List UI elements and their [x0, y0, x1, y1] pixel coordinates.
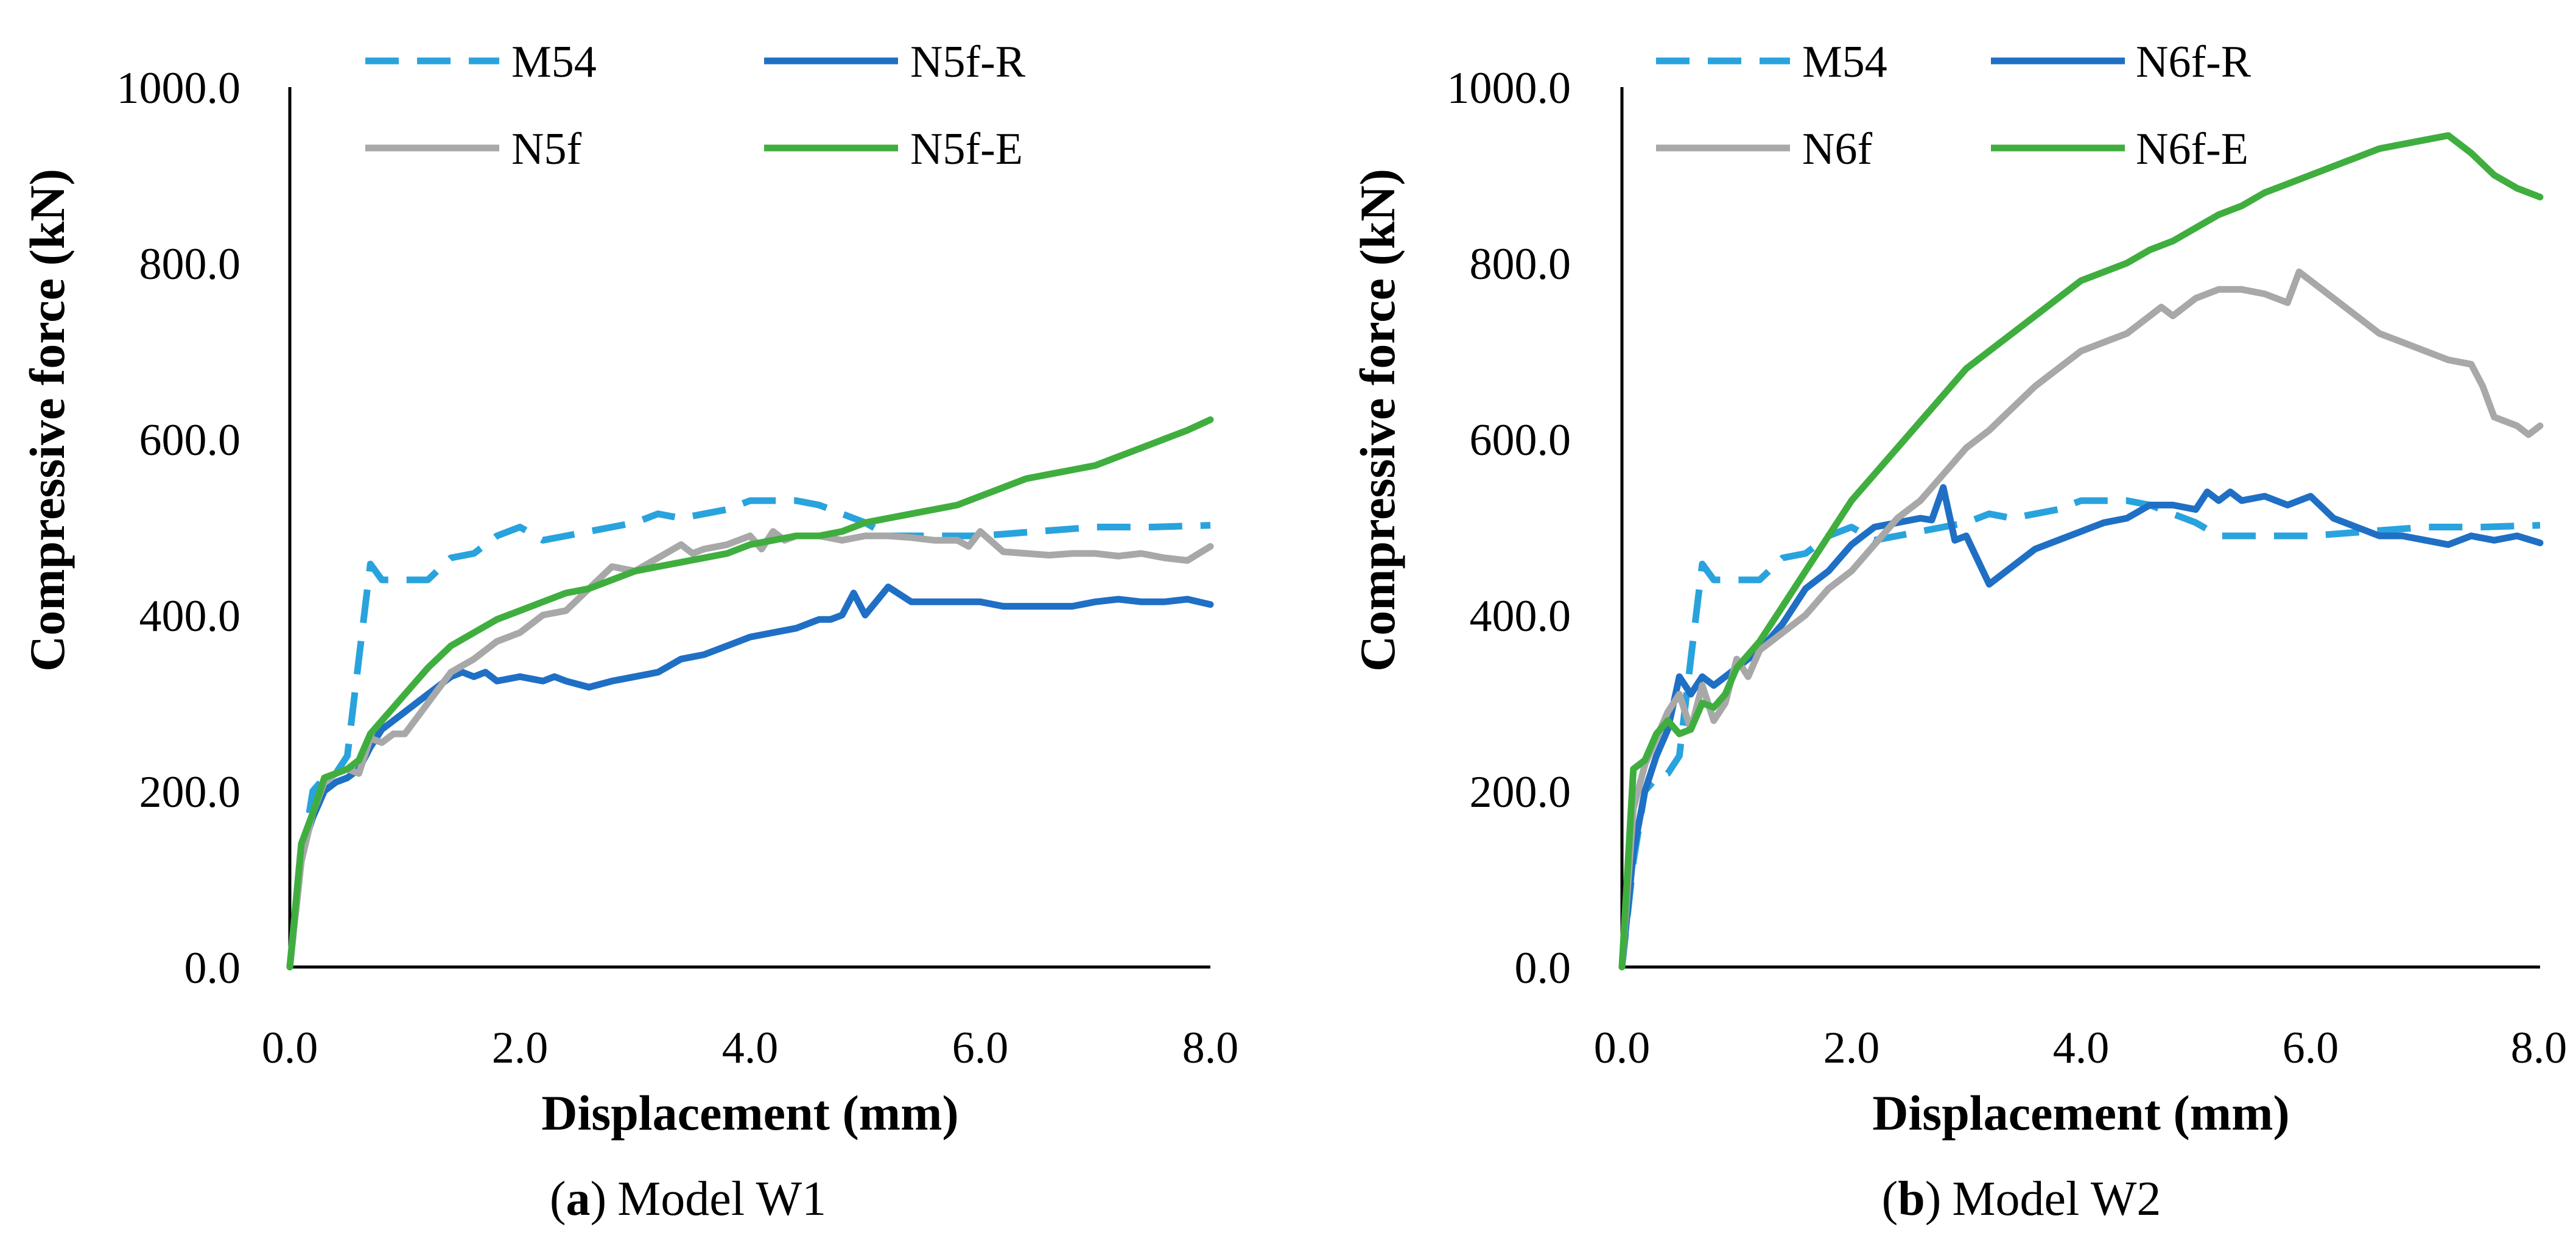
y-tick-label: 0.0: [1515, 943, 1571, 993]
y-tick-label: 0.0: [184, 943, 241, 993]
chart-w1: Compressive force (kN) 0.0 200.0 400.0 6…: [19, 37, 1238, 1226]
series-line-n6f-r: [1618, 484, 2544, 971]
x-axis-title: Displacement (mm): [1872, 1085, 2289, 1141]
legend-label-n6f-r: N6f-R: [2136, 37, 2251, 87]
series-line-n6f: [1618, 269, 2544, 971]
series-line-n5f-e: [286, 416, 1214, 971]
y-tick-label: 400.0: [139, 591, 241, 641]
caption-text: Model W2: [1952, 1172, 2161, 1226]
series-line-m54: [1618, 497, 2541, 968]
legend-label-n5f-r: N5f-R: [910, 37, 1026, 87]
caption-text: Model W1: [617, 1172, 826, 1226]
x-tick-label: 6.0: [2283, 1023, 2339, 1073]
chart-w2: Compressive force (kN) 0.0 200.0 400.0 6…: [1350, 37, 2567, 1226]
x-tick-labels: 0.0 2.0 4.0 6.0 8.0: [1594, 1023, 2567, 1073]
y-tick-label: 400.0: [1470, 591, 1571, 641]
legend-label-n6f-e: N6f-E: [2136, 124, 2248, 174]
y-axis-title: Compressive force (kN): [19, 169, 75, 672]
y-tick-labels: 0.0 200.0 400.0 600.0 800.0 1000.0: [117, 63, 241, 993]
legend-label-n5f-e: N5f-E: [910, 124, 1023, 174]
caption-w1: (a) Model W1: [550, 1172, 826, 1226]
legend-label-n5f: N5f: [511, 124, 581, 174]
x-axis-title: Displacement (mm): [541, 1085, 958, 1141]
x-tick-label: 4.0: [722, 1023, 779, 1073]
x-tick-label: 6.0: [952, 1023, 1009, 1073]
x-tick-label: 2.0: [492, 1023, 549, 1073]
x-tick-label: 8.0: [2511, 1023, 2567, 1073]
x-tick-label: 2.0: [1823, 1023, 1880, 1073]
caption-w2: (b) Model W2: [1882, 1172, 2161, 1226]
y-tick-label: 600.0: [1470, 415, 1571, 465]
legend-label-m54: M54: [1802, 37, 1887, 87]
plot-area-w2: [1618, 132, 2544, 971]
legend: M54 N5f-R N5f N5f-E: [365, 37, 1026, 174]
legend: M54 N6f-R N6f N6f-E: [1656, 37, 2251, 174]
series-line-m54: [286, 497, 1211, 968]
y-tick-label: 200.0: [1470, 767, 1571, 817]
y-tick-label: 200.0: [139, 767, 241, 817]
y-tick-label: 1000.0: [117, 63, 241, 113]
series-line-n6f-e: [1618, 132, 2544, 971]
x-tick-label: 8.0: [1182, 1023, 1239, 1073]
legend-label-n6f: N6f: [1802, 124, 1872, 174]
plot-area-w1: [286, 416, 1214, 971]
x-tick-labels: 0.0 2.0 4.0 6.0 8.0: [262, 1023, 1239, 1073]
legend-label-m54: M54: [511, 37, 597, 87]
y-axis-title: Compressive force (kN): [1350, 169, 1405, 672]
series-line-n5f-r: [286, 583, 1214, 971]
series-line-n5f: [286, 528, 1214, 971]
caption-letter: a: [566, 1172, 591, 1226]
y-tick-label: 600.0: [139, 415, 241, 465]
y-tick-label: 1000.0: [1447, 63, 1571, 113]
caption-letter: b: [1898, 1172, 1925, 1226]
y-tick-label: 800.0: [139, 239, 241, 289]
y-tick-labels: 0.0 200.0 400.0 600.0 800.0 1000.0: [1447, 63, 1571, 993]
x-tick-label: 4.0: [2053, 1023, 2110, 1073]
x-tick-label: 0.0: [262, 1023, 318, 1073]
y-tick-label: 800.0: [1470, 239, 1571, 289]
x-tick-label: 0.0: [1594, 1023, 1651, 1073]
